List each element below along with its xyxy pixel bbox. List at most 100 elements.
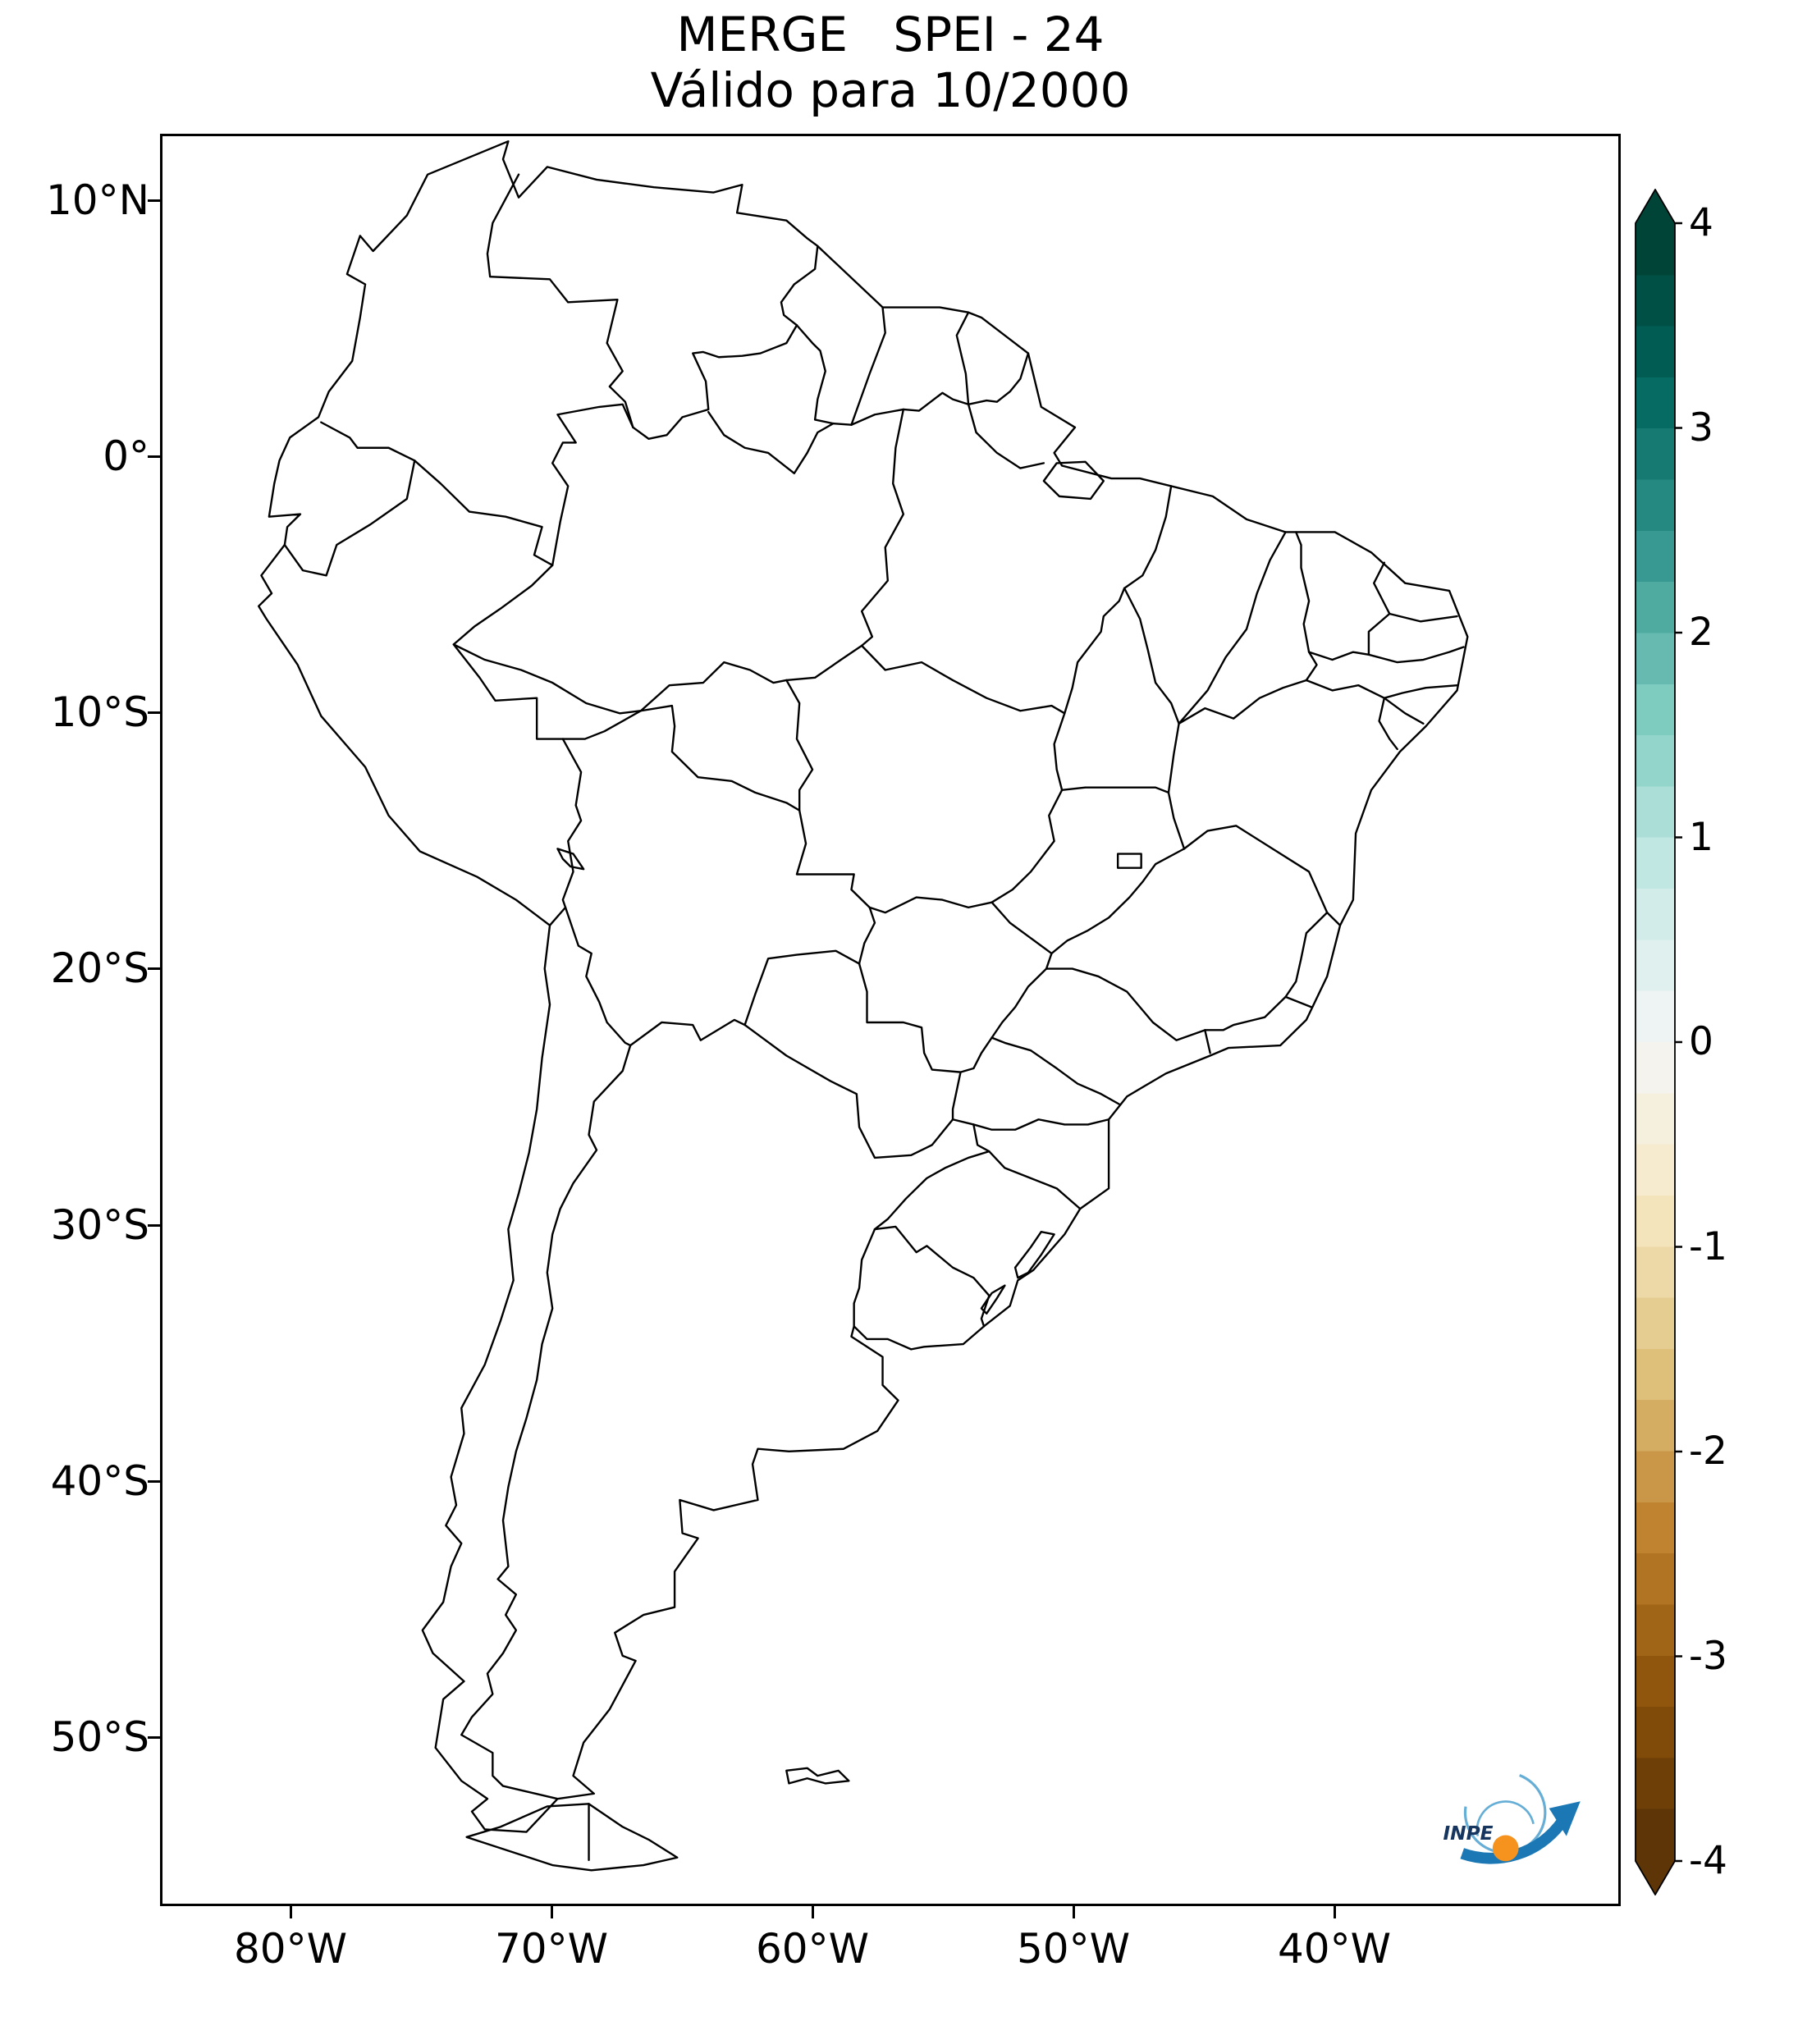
admin-border: [414, 460, 554, 567]
admin-border: [283, 460, 416, 577]
admin-border: [1050, 848, 1186, 955]
x-axis-tick-label: 80°W: [233, 1925, 348, 1973]
colorbar: [1635, 189, 1682, 1895]
admin-border: [1045, 967, 1206, 1041]
y-axis-tick-label: 10°S: [50, 688, 149, 736]
inpe-logo-text: INPE: [1443, 1822, 1493, 1845]
colorbar-tick-label: 3: [1689, 405, 1713, 450]
admin-border: [991, 1036, 1120, 1105]
inpe-globe-icon: [1492, 1835, 1519, 1862]
admin-border: [1307, 651, 1370, 661]
y-axis-tick-mark: [148, 1479, 160, 1483]
x-axis-tick-mark: [1072, 1906, 1075, 1918]
colorbar-tick-label: 1: [1689, 815, 1713, 860]
x-axis-tick-mark: [1333, 1906, 1336, 1918]
admin-border: [850, 306, 886, 426]
colorbar-tick-label: -4: [1689, 1838, 1727, 1883]
y-axis-tick-label: 50°S: [50, 1713, 149, 1761]
admin-border: [868, 896, 993, 914]
admin-border: [972, 1118, 1110, 1131]
admin-border: [853, 1228, 876, 1328]
admin-border: [1064, 587, 1126, 715]
admin-border: [1284, 995, 1313, 1008]
admin-border: [967, 352, 1030, 405]
admin-border: [959, 1036, 993, 1073]
admin-border: [1204, 995, 1287, 1031]
admin-border: [1383, 684, 1458, 699]
x-axis-tick-mark: [550, 1906, 553, 1918]
admin-border: [1204, 1029, 1211, 1054]
colorbar-tick-label: 2: [1689, 610, 1713, 655]
y-axis-tick-mark: [148, 967, 160, 970]
admin-border: [1167, 722, 1180, 794]
admin-border: [561, 704, 876, 965]
admin-border: [548, 906, 567, 926]
inpe-arrowhead-icon: [1549, 1801, 1581, 1836]
admin-border: [860, 408, 905, 647]
admin-border: [452, 643, 643, 715]
admin-border: [1123, 587, 1180, 725]
admin-border: [955, 311, 970, 405]
y-axis-tick-label: 0°: [103, 432, 149, 480]
admin-border: [1373, 561, 1391, 615]
admin-border: [991, 789, 1064, 903]
admin-border: [1389, 612, 1458, 623]
y-axis-tick-label: 30°S: [50, 1201, 149, 1249]
coastline-tierra-del-fuego: [465, 1803, 679, 1872]
admin-border: [1123, 485, 1173, 590]
admin-border: [780, 245, 819, 327]
figure-subtitle: Válido para 10/2000: [650, 62, 1131, 118]
admin-border: [991, 967, 1048, 1039]
inpe-swirl-inner-icon: [1475, 1800, 1535, 1836]
admin-border: [1367, 646, 1465, 664]
y-axis-tick-mark: [148, 199, 160, 202]
admin-border: [967, 403, 1045, 469]
x-axis-tick-label: 40°W: [1277, 1925, 1392, 1973]
coastline-marajo-island: [1042, 460, 1105, 501]
admin-border: [564, 906, 632, 1047]
admin-border: [551, 403, 634, 567]
admin-border: [1060, 786, 1170, 794]
admin-border: [873, 1225, 991, 1328]
x-axis-tick-label: 60°W: [755, 1925, 870, 1973]
y-axis-tick-mark: [148, 711, 160, 714]
admin-border: [452, 564, 565, 740]
plot-area: INPE: [160, 134, 1621, 1906]
admin-border: [1367, 612, 1391, 656]
admin-border: [1305, 651, 1318, 682]
south-america-map: [258, 139, 1469, 1872]
admin-border: [743, 949, 861, 1027]
inpe-logo-graphic: INPE: [1443, 1773, 1581, 1864]
x-axis-tick-mark: [289, 1906, 292, 1918]
admin-border: [320, 421, 416, 462]
admin-border: [632, 324, 798, 440]
admin-border: [988, 1150, 1082, 1210]
admin-border: [991, 901, 1053, 955]
colorbar-tick-label: -3: [1689, 1634, 1727, 1679]
admin-border: [1378, 697, 1398, 751]
admin-border: [743, 1023, 954, 1159]
colorbar-tick-label: 0: [1689, 1019, 1713, 1064]
admin-border: [1284, 911, 1329, 999]
admin-border: [858, 963, 962, 1121]
admin-border: [639, 661, 788, 712]
border-distrito-federal: [1116, 853, 1142, 869]
admin-border: [860, 644, 1066, 715]
y-axis-tick-mark: [148, 1735, 160, 1739]
x-axis-tick-mark: [811, 1906, 814, 1918]
x-axis-tick-label: 50°W: [1016, 1925, 1131, 1973]
admin-border: [1178, 531, 1287, 725]
colorbar-tick-label: -1: [1689, 1224, 1727, 1269]
y-axis-tick-label: 40°S: [50, 1457, 149, 1505]
admin-border: [1178, 679, 1308, 725]
admin-border: [795, 324, 853, 426]
x-axis-tick-label: 70°W: [494, 1925, 609, 1973]
colorbar-body: [1635, 189, 1676, 1895]
coastline-south-america: [258, 139, 1469, 1833]
admin-border: [460, 1044, 632, 1800]
admin-border: [1326, 911, 1342, 926]
colorbar-tick-label: -2: [1689, 1429, 1727, 1474]
lagoa-dos-patos: [1013, 1230, 1055, 1279]
admin-border: [785, 644, 863, 682]
